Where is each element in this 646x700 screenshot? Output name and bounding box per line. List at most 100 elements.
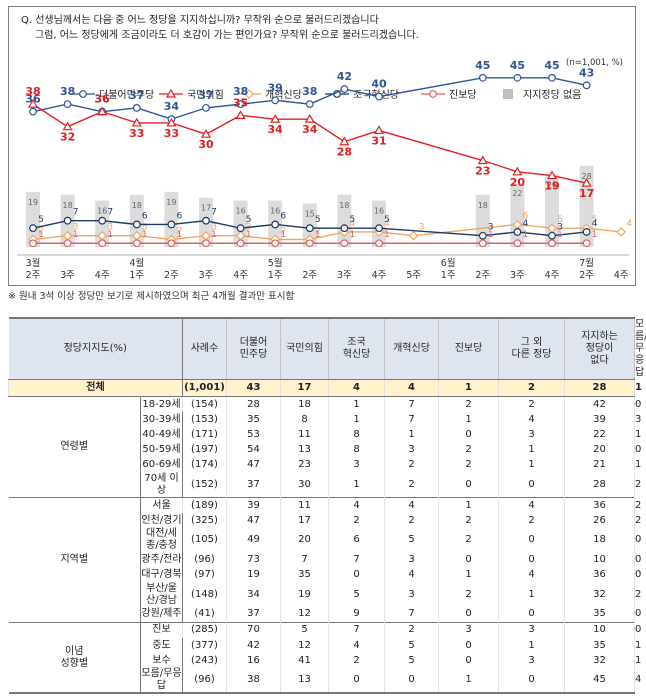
- table-cell: 0: [438, 472, 499, 498]
- x-tick-bottom-4: 2주: [164, 270, 179, 281]
- row-label: 40-49세: [142, 428, 181, 440]
- series-2-label-0: 2: [38, 226, 44, 236]
- table-cell: 18: [564, 528, 635, 553]
- table-cell: 35: [564, 606, 635, 623]
- table-cell: 3: [498, 621, 565, 639]
- table-cell: 4: [328, 638, 385, 654]
- series-4-point-0: [29, 239, 37, 248]
- table-cell: 13: [280, 442, 329, 458]
- series-4-point-5: [202, 239, 210, 248]
- table-row: 광주/전라 (96) 73 7 7 3 0 0 10 0: [9, 552, 641, 568]
- table-cell: 7: [384, 606, 439, 623]
- table-cell: (96): [182, 552, 227, 568]
- table-cell: 4: [498, 567, 565, 583]
- series-1-label-14: 17: [579, 187, 594, 200]
- series-3-point-2: [98, 216, 107, 225]
- row-label: 30-39세: [142, 413, 181, 425]
- table-cell: 0: [384, 668, 439, 695]
- table-cell: 8: [280, 412, 329, 428]
- table-cell: (189): [182, 496, 227, 514]
- table-cell: 47: [226, 513, 281, 529]
- table-cell: 17: [280, 513, 329, 529]
- table-cell: 0: [498, 552, 565, 568]
- bar-none-10: [372, 200, 386, 247]
- table-cell: 4: [328, 496, 385, 514]
- table-cell: 49: [226, 528, 281, 553]
- series-4-label-5: 1: [211, 230, 217, 240]
- series-1-label-10: 31: [371, 134, 386, 147]
- series-3-label-12: 4: [523, 219, 529, 229]
- series-4-label-11: 1: [488, 230, 494, 240]
- series-4-label-4: 1: [177, 230, 183, 240]
- row-label: 70세 이상: [144, 472, 179, 496]
- bar-label-0: 19: [28, 198, 38, 207]
- bar-label-4: 19: [166, 198, 176, 207]
- table-cell: (243): [182, 653, 227, 669]
- table-cell: 0: [498, 668, 565, 695]
- bar-label-6: 16: [236, 207, 246, 216]
- series-1-label-3: 33: [129, 127, 144, 140]
- series-2-point-15: [616, 227, 627, 237]
- group-label: 이념 성향별: [8, 621, 141, 695]
- legend-marker-2: [244, 89, 254, 99]
- series-1-label-6: 35: [233, 96, 248, 109]
- series-0-label-7: 39: [268, 81, 283, 94]
- table-cell: 43: [226, 379, 281, 397]
- series-3-point-14: [582, 228, 591, 236]
- table-cell: (285): [182, 621, 227, 639]
- series-4-point-8: [305, 239, 314, 248]
- table-header-row: 정당지지도(%) 사례수 더불어 민주당 국민의힘 조국 혁신당 개혁신당 진보당 그 외 다른 정…: [8, 317, 646, 380]
- table-cell: 0: [498, 606, 565, 623]
- series-1-label-9: 28: [337, 146, 352, 159]
- table-row: 30-39세 (153) 35 8 1 7 1 4 39 3: [9, 412, 641, 428]
- table-row: 연령별 18-29세 (154) 28 18 1 7 2 2 42 0: [8, 396, 641, 498]
- legend-marker-5: [503, 89, 513, 99]
- series-4-point-10: [375, 239, 383, 248]
- table-cell: 41: [280, 653, 329, 669]
- x-tick-bottom-0: 2주: [26, 270, 41, 281]
- series-2-label-11: 3: [419, 223, 425, 233]
- table-row: 이념 성향별 진보 (285) 70 5 7 2 3 3 10 0: [8, 621, 641, 695]
- table-cell: 12: [280, 638, 329, 654]
- series-1-label-7: 34: [268, 123, 284, 136]
- table-cell: 20: [280, 528, 329, 553]
- series-3-point-0: [29, 224, 37, 233]
- x-tick-bottom-7: 1주: [268, 270, 283, 281]
- x-tick-bottom-14: 3주: [510, 270, 525, 281]
- table-row-total: 전체 (1,001) 43 17 4 4 1 2 28 1: [8, 379, 642, 397]
- table-cell: 4: [498, 496, 565, 514]
- header-cell-5: 개혁신당: [384, 317, 439, 380]
- table-cell: 2: [498, 396, 565, 413]
- table-cell: 21: [564, 457, 635, 473]
- series-4-label-8: 1: [315, 230, 321, 240]
- series-4-point-1: [63, 239, 72, 248]
- series-0-label-9: 42: [337, 70, 352, 83]
- header-cell-4: 조국 혁신당: [328, 317, 385, 380]
- table-cell: 19: [280, 582, 329, 607]
- table-cell: 19: [226, 567, 281, 583]
- series-4-label-1: 1: [73, 230, 79, 240]
- header-cell-8: 지지하는 정당이 없다: [564, 317, 635, 380]
- table-cell: 5: [328, 582, 385, 607]
- table-cell: 2: [438, 442, 499, 458]
- table-cell: (174): [182, 457, 227, 473]
- series-0-label-10: 40: [371, 78, 387, 91]
- table-cell: (197): [182, 442, 227, 458]
- table-cell: 1: [498, 582, 565, 607]
- table-row: 70세 이상 (152) 37 30 1 2 0 0 28 2: [9, 472, 641, 498]
- table-cell: 13: [280, 668, 329, 695]
- series-2-label-4: 2: [177, 226, 183, 236]
- series-3-point-4: [167, 220, 176, 229]
- table-row: 대전/세종/충청 (105) 49 20 6 5 2 0 18 0: [9, 528, 641, 553]
- table-cell: 53: [226, 427, 281, 443]
- table-cell: 36: [564, 567, 635, 583]
- series-0-label-5: 37: [198, 89, 213, 102]
- header-cell-0: 정당지지도(%): [8, 317, 183, 380]
- row-label: 진보: [140, 621, 183, 639]
- series-0-point-9: [340, 85, 349, 93]
- chart-frame: Q. 선생님께서는 다음 중 어느 정당을 지지하십니까? 무작위 순으로 불러…: [8, 6, 636, 286]
- x-tick-bottom-17: 4주: [614, 270, 629, 281]
- series-2-label-2: 3: [107, 223, 113, 233]
- table-cell: 23: [280, 457, 329, 473]
- x-tick-top-0: 3월: [26, 257, 41, 269]
